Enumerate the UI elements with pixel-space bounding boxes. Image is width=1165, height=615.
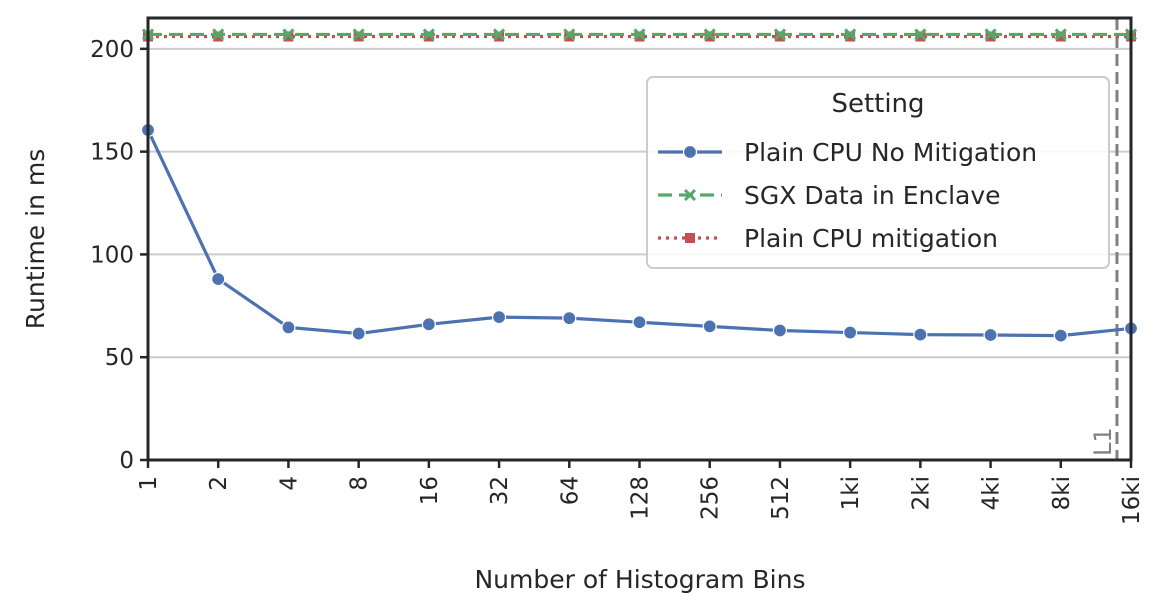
x-tick-label: 4ki xyxy=(979,476,1005,510)
data-point xyxy=(1054,28,1067,41)
x-tick-label: 1 xyxy=(136,476,162,491)
x-axis: 1 2 4 8 16 32 64 128 256 512 1ki 2ki 4ki 8ki 16ki xyxy=(136,460,1145,525)
x-tick-label: 512 xyxy=(768,476,794,520)
data-point xyxy=(421,317,436,332)
x-tick-label: 64 xyxy=(557,476,583,505)
legend-swatch-marker xyxy=(682,144,698,160)
legend-entry-0: Plain CPU No Mitigation xyxy=(658,138,1037,167)
x-axis-title: Number of Histogram Bins xyxy=(474,565,805,594)
x-tick-label: 4 xyxy=(276,476,302,491)
data-point xyxy=(633,28,646,41)
y-tick-label: 150 xyxy=(90,140,134,166)
y-tick-label: 50 xyxy=(105,345,134,371)
x-tick-label: 8 xyxy=(347,476,373,491)
x-tick-label: 32 xyxy=(487,476,513,505)
data-point xyxy=(211,271,226,287)
data-point xyxy=(352,28,365,41)
x-tick-label: 8ki xyxy=(1049,476,1075,510)
data-point xyxy=(562,311,577,326)
legend-entry-1: SGX Data in Enclave xyxy=(658,181,1001,210)
legend-label: SGX Data in Enclave xyxy=(744,181,1001,210)
data-point xyxy=(282,28,295,41)
data-point xyxy=(702,319,717,334)
data-point xyxy=(1053,328,1068,343)
x-tick-label: 128 xyxy=(628,476,654,520)
series-0 xyxy=(140,122,1139,343)
data-point xyxy=(772,323,788,338)
y-tick-label: 100 xyxy=(90,242,134,268)
legend-entry-2: Plain CPU mitigation xyxy=(658,224,998,253)
legend-swatch-marker xyxy=(685,233,695,243)
x-tick-label: 2 xyxy=(206,476,232,491)
annotation-layer: L1 xyxy=(1089,18,1119,460)
data-point xyxy=(913,327,928,342)
data-point xyxy=(983,327,998,343)
data-point xyxy=(563,28,576,41)
x-tick-label: 256 xyxy=(698,476,724,520)
data-point xyxy=(773,28,786,41)
x-tick-label: 2ki xyxy=(908,476,934,510)
legend-box xyxy=(646,76,1110,269)
data-point xyxy=(212,28,225,41)
series-1 xyxy=(141,28,1138,41)
data-point xyxy=(984,28,997,41)
y-tick-label: 200 xyxy=(90,37,134,63)
legend-title: Setting xyxy=(831,89,924,119)
legend-label: Plain CPU mitigation xyxy=(744,224,998,253)
legend: Setting Plain CPU No Mitigation SGX Data … xyxy=(646,76,1110,269)
data-point xyxy=(703,28,716,41)
x-tick-label: 16ki xyxy=(1119,476,1145,525)
data-point xyxy=(493,28,506,41)
data-point xyxy=(491,310,507,325)
data-point xyxy=(844,28,857,41)
x-tick-label: 16 xyxy=(417,476,443,505)
annotation-label: L1 xyxy=(1089,427,1117,456)
y-tick-label: 0 xyxy=(119,448,134,474)
x-tick-label: 1ki xyxy=(838,476,864,510)
data-point xyxy=(422,28,435,41)
y-axis-title: Runtime in ms xyxy=(21,149,50,329)
data-point xyxy=(351,326,366,341)
data-point xyxy=(632,315,647,330)
legend-label: Plain CPU No Mitigation xyxy=(744,138,1037,167)
legend-swatch-marker xyxy=(683,188,697,202)
data-point xyxy=(281,320,296,335)
y-axis: 0 50 100 150 200 xyxy=(90,37,148,474)
data-point xyxy=(843,325,858,340)
data-point xyxy=(914,28,927,41)
